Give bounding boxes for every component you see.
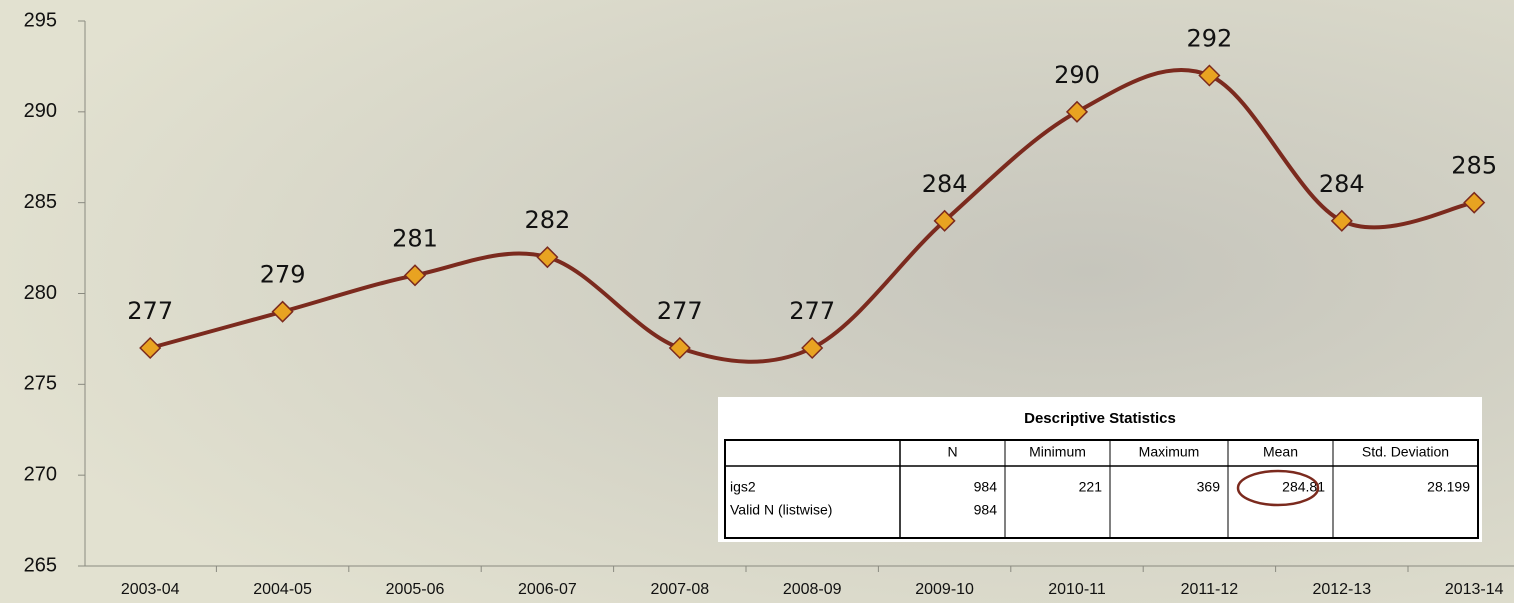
- x-tick-label: 2005-06: [386, 581, 445, 598]
- marker: [1065, 100, 1089, 123]
- highlight-circle: [1236, 469, 1320, 507]
- y-tick-label: 295: [24, 9, 57, 31]
- line: [149, 67, 1475, 364]
- data-label: 277: [789, 297, 835, 325]
- data-label: 277: [127, 297, 173, 325]
- x-tick-label: 2007-08: [650, 581, 709, 598]
- x-tick-label: 2009-10: [915, 581, 974, 598]
- data-label: 279: [260, 261, 306, 289]
- table-cell: 369: [1197, 479, 1221, 495]
- data-label: 284: [1319, 170, 1365, 198]
- marker: [271, 300, 294, 323]
- table-cell: 221: [1079, 479, 1103, 495]
- table-border: [724, 439, 1479, 539]
- marker: [1463, 191, 1486, 214]
- table-title: Descriptive Statistics: [1024, 410, 1176, 427]
- row-label: Valid N (listwise): [730, 502, 832, 518]
- stats-table: Descriptive Statistics N Minimum Maximum Mea…: [718, 397, 1482, 542]
- y-tick-label: 290: [24, 100, 57, 122]
- data-label: 285: [1451, 152, 1497, 180]
- table-cell: 984: [974, 479, 998, 495]
- table-cell: 284.81: [1282, 479, 1325, 495]
- table-panel: [718, 397, 1482, 542]
- y-tick-label: 285: [24, 191, 57, 213]
- data-label: 281: [392, 224, 438, 252]
- y-tick-label: 280: [24, 282, 57, 304]
- data-label: 292: [1186, 25, 1232, 53]
- data-label: 290: [1054, 61, 1100, 89]
- marker: [536, 246, 559, 269]
- marker: [933, 209, 956, 232]
- column-header: Maximum: [1139, 444, 1200, 460]
- marker: [668, 336, 691, 360]
- marker: [1198, 64, 1221, 87]
- data-label: 282: [524, 206, 570, 234]
- x-tick-label: 2010-11: [1048, 581, 1106, 598]
- x-tick-label: 2008-09: [783, 581, 842, 598]
- column-header: Mean: [1263, 444, 1298, 460]
- column-header: N: [947, 444, 957, 460]
- y-tick-label: 265: [24, 554, 57, 576]
- marker: [801, 336, 824, 360]
- x-tick-label: 2003-04: [121, 581, 180, 598]
- table-cell: 28.199: [1427, 479, 1470, 495]
- table-cell: 984: [974, 502, 998, 518]
- x-tick-label: 2013-14: [1445, 581, 1504, 598]
- marker: [139, 336, 162, 360]
- x-tick-label: 2006-07: [518, 581, 577, 598]
- column-header: Std. Deviation: [1362, 444, 1449, 460]
- x-tick-label: 2012-13: [1312, 581, 1371, 598]
- marker: [1330, 209, 1353, 232]
- marker: [403, 264, 427, 287]
- y-tick-label: 275: [24, 373, 57, 395]
- x-tick-label: 2004-05: [253, 581, 312, 598]
- data-label: 277: [657, 297, 703, 325]
- y-tick-label: 270: [24, 463, 57, 485]
- row-label: igs2: [730, 479, 756, 495]
- data-label: 284: [922, 170, 968, 198]
- column-header: Minimum: [1029, 444, 1086, 460]
- x-tick-label: 2011-12: [1181, 581, 1239, 598]
